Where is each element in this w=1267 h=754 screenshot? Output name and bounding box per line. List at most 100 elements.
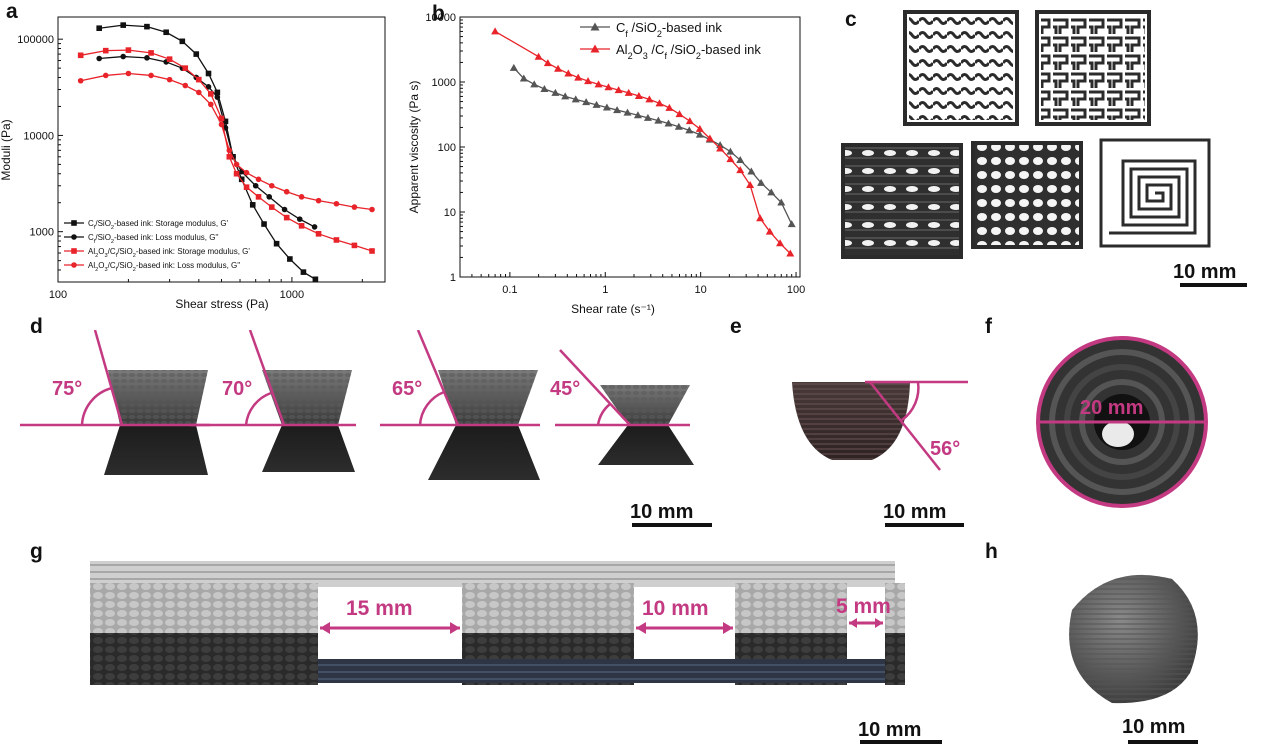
chart-b-ticks: 0.1 1 10 100 1 10 100 1000 10000 [425, 12, 805, 296]
chart-a-series-1-point-13 [281, 206, 288, 213]
chart-b-ytick-label-4: 10000 [425, 12, 456, 24]
chart-b-series-0-point-21 [726, 147, 735, 155]
span-15mm: 15 mm [320, 597, 460, 634]
panel-e-image: 56° 10 mm [792, 380, 968, 527]
chart-a-series-2-point-18 [351, 242, 358, 249]
chart-a-series-3-point-1 [102, 72, 109, 79]
chart-b-xtick-label-1: 1 [602, 284, 608, 296]
chart-b-series-0-point-26 [777, 198, 786, 206]
chart-a-series-1-point-6 [205, 84, 212, 90]
chart-a-series-3-point-19 [369, 206, 375, 213]
chart-b-ylabel: Apparent viscosity (Pa s) [407, 81, 421, 214]
chart-b-series-0-point-8 [592, 100, 601, 108]
chart-b-series-0-point-2 [530, 80, 539, 88]
pillar-2 [462, 583, 634, 633]
chart-b-series-0-point-10 [613, 106, 622, 114]
column-45deg: 45° [550, 349, 694, 465]
span-10mm: 10 mm [636, 597, 733, 634]
chart-a-series-1-point-11 [252, 182, 259, 189]
chart-b-series-0-point-5 [561, 92, 570, 100]
chart-a-series-1-point-0 [96, 55, 102, 62]
chart-a-series-3-point-8 [218, 121, 225, 128]
chart-b-series-0-point-9 [602, 103, 611, 111]
chart-a-series-3-point-2 [125, 70, 132, 77]
chart-a-series-3-point-15 [298, 194, 305, 200]
chart-b-marks [491, 27, 796, 257]
chart-b-xtick-label-0: 0.1 [502, 284, 517, 296]
chart-a-series-3-point-18 [351, 204, 358, 210]
chart-b-xlabel: Shear rate (s⁻¹) [571, 302, 655, 316]
chart-b-series-0-point-6 [571, 95, 580, 103]
span-5mm: 5 mm [836, 595, 891, 628]
column-65deg: 65° [380, 330, 540, 480]
lattice-honeycomb [971, 141, 1083, 249]
svg-text:15 mm: 15 mm [346, 597, 413, 620]
angle-70-label: 70° [222, 378, 252, 400]
chart-b-series-1-point-8 [604, 83, 613, 91]
chart-a-series-0-point-5 [193, 51, 200, 57]
chart-a-series-0-point-3 [163, 29, 169, 36]
chart-b-series-0-point-18 [695, 130, 704, 138]
chart-a-series-3-point-12 [255, 176, 262, 183]
chart-a-xtick-label-0: 100 [49, 289, 67, 301]
chart-a-series-1-line [99, 55, 315, 228]
chart-a-series-0-point-0 [96, 25, 102, 32]
panel-label-d: d [30, 315, 43, 338]
chart-b-series-0-point-7 [582, 98, 591, 106]
chart-a-series-1-point-12 [266, 194, 273, 200]
chart-a-series-1-point-15 [311, 224, 318, 230]
scale-bar-h-text: 10 mm [1122, 716, 1185, 738]
chart-b-series-1-point-24 [765, 227, 774, 235]
chart-b-ytick-label-3: 1000 [432, 77, 456, 89]
chart-b-xtick-label-3: 100 [787, 284, 805, 296]
scale-bar-c-text: 10 mm [1173, 261, 1236, 283]
chart-b-series-0-point-12 [633, 111, 642, 119]
chart-b-series-1-point-11 [634, 91, 643, 99]
svg-text:10 mm: 10 mm [642, 597, 709, 620]
chart-a-series-1-point-2 [144, 55, 150, 61]
panel-label-f: f [985, 315, 992, 338]
chart-b-ytick-label-1: 10 [444, 207, 456, 219]
column-70deg: 70° [190, 330, 356, 472]
chart-a-series-2-point-9 [226, 153, 233, 160]
angle-75-label: 75° [52, 378, 82, 400]
chart-a-ylabel: Moduli (Pa) [0, 119, 13, 180]
lattice-wave [903, 10, 1019, 126]
panel-label-a: a [6, 0, 18, 23]
chart-a-series-0-point-11 [249, 202, 256, 208]
angle-56-label: 56° [930, 438, 960, 460]
chart-b-series-1-point-10 [624, 88, 633, 96]
chart-b-series-1-point-2 [543, 59, 552, 67]
chart-a-series-3-point-16 [315, 197, 322, 204]
chart-b-series-1-point-9 [614, 86, 623, 94]
chart-a-series-3-line [80, 72, 373, 211]
chart-a-series-0-point-14 [287, 256, 293, 262]
chart-b-series-0-line [513, 67, 793, 225]
chart-b-xtick-label-2: 10 [695, 284, 707, 296]
chart-b-series-0-point-0 [509, 63, 518, 71]
chart-a-ytick-label-2: 100000 [17, 34, 54, 46]
chart-a-series-2-point-0 [77, 52, 84, 59]
chart-b-series-1-point-23 [756, 214, 765, 222]
chart-a-legend-marker-1 [71, 234, 77, 240]
disk-diameter-label: 20 mm [1080, 397, 1143, 419]
chart-b-series-1-point-1 [534, 52, 543, 60]
chart-b-series-0-point-11 [623, 108, 632, 116]
chart-a-series-2-point-15 [298, 223, 305, 229]
chart-b-series-0-point-17 [685, 126, 694, 134]
chart-b-series-0-point-14 [654, 116, 663, 124]
chart-b-series-1-point-25 [776, 239, 785, 247]
column-75deg: 75° [20, 330, 210, 475]
chart-b: 0.1 1 10 100 1 10 100 1000 10000 Shear rate (s⁻¹… [407, 12, 805, 316]
chart-a-series-2-point-11 [243, 184, 250, 190]
chart-a-legend-marker-3 [71, 262, 77, 268]
chart-b-series-0-point-13 [643, 113, 652, 121]
chart-a-series-2-point-7 [207, 91, 214, 97]
panel-label-b: b [432, 2, 445, 25]
chart-a-series-1-point-14 [296, 216, 303, 222]
chart-a-series-3-point-10 [233, 161, 240, 168]
chart-a-series-2-point-4 [166, 56, 173, 62]
chart-b-series-1-point-6 [584, 77, 593, 85]
chart-a-legend: Cf/SiO2-based ink: Storage modulus, G' Cf… [64, 219, 250, 273]
lattice-woodpile [841, 143, 963, 259]
